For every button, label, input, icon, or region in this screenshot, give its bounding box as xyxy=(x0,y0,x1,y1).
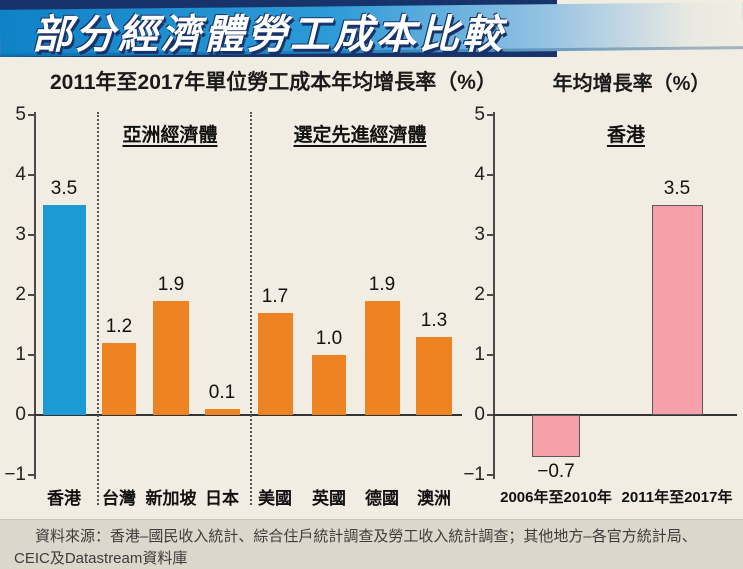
y-tick-mark xyxy=(487,294,493,296)
y-tick-mark xyxy=(28,114,34,116)
source-text: 資料來源：香港–國民收入統計、綜合住戶統計調查及勞工收入統計調查；其他地方–各官… xyxy=(14,528,697,567)
y-tick-mark xyxy=(487,114,493,116)
bar-德國 xyxy=(364,301,400,415)
x-axis-line xyxy=(493,414,737,416)
bar-日本 xyxy=(204,409,240,415)
y-tick-label: 4 xyxy=(15,164,26,185)
y-tick-mark xyxy=(28,174,34,176)
y-tick-label: 2 xyxy=(15,284,26,305)
bar-value-label: 3.5 xyxy=(663,178,691,199)
group-label: 亞洲經濟體 xyxy=(122,125,218,146)
bar-value-label: 1.7 xyxy=(261,286,289,307)
bar-value-label: 1.9 xyxy=(157,274,185,295)
y-axis-line xyxy=(493,112,495,479)
group-separator-line xyxy=(250,112,252,505)
chart-subtitle: 香港 xyxy=(606,125,645,146)
group-label: 選定先進經濟體 xyxy=(293,125,427,146)
category-label: 澳洲 xyxy=(417,489,451,508)
category-label: 2006年至2010年 xyxy=(500,489,612,506)
category-label: 美國 xyxy=(258,489,292,508)
bar-2006年至2010年 xyxy=(532,415,580,457)
bar-2011年至2017年 xyxy=(651,205,703,415)
bar-value-label: 1.2 xyxy=(105,316,133,337)
bar-value-label: 0.1 xyxy=(208,382,236,403)
y-tick-label: 3 xyxy=(15,224,26,245)
category-label: 德國 xyxy=(365,489,399,508)
banner: 部分經濟體勞工成本比較 xyxy=(0,0,743,60)
y-tick-label: 1 xyxy=(15,344,26,365)
y-tick-mark xyxy=(28,474,34,476)
y-axis-line xyxy=(34,112,36,479)
category-label: 日本 xyxy=(205,489,239,508)
y-tick-mark xyxy=(487,174,493,176)
left-chart-title: 2011年至2017年單位勞工成本年均增長率（%） xyxy=(50,71,497,94)
y-tick-mark xyxy=(28,294,34,296)
category-label: 新加坡 xyxy=(145,489,197,508)
bar-英國 xyxy=(312,355,346,415)
y-tick-label: 0 xyxy=(15,404,26,425)
y-tick-mark xyxy=(28,354,34,356)
right-chart-title: 年均增長率（%） xyxy=(552,73,711,95)
y-tick-mark xyxy=(487,354,493,356)
source-footer: 資料來源：香港–國民收入統計、綜合住戶統計調查及勞工收入統計調查；其他地方–各官… xyxy=(0,519,743,569)
y-tick-label: 2 xyxy=(474,284,485,305)
group-separator-line xyxy=(97,112,99,505)
y-tick-mark xyxy=(28,234,34,236)
y-tick-label: 5 xyxy=(15,104,26,125)
bar-value-label: 1.3 xyxy=(420,310,448,331)
bar-香港 xyxy=(42,205,86,415)
y-tick-label: 0 xyxy=(474,404,485,425)
y-tick-label: 1 xyxy=(474,344,485,365)
y-tick-label: −1 xyxy=(463,464,485,485)
y-tick-label: 5 xyxy=(474,104,485,125)
bar-value-label: 1.0 xyxy=(315,328,343,349)
page-title: 部分經濟體勞工成本比較 xyxy=(32,13,505,57)
y-tick-mark xyxy=(487,414,493,416)
category-label: 香港 xyxy=(47,489,81,508)
y-tick-label: −1 xyxy=(4,464,26,485)
y-tick-mark xyxy=(487,234,493,236)
bar-澳洲 xyxy=(416,337,452,415)
y-tick-label: 4 xyxy=(474,164,485,185)
category-label: 英國 xyxy=(312,489,346,508)
x-axis-line xyxy=(34,414,462,416)
y-tick-label: 3 xyxy=(474,224,485,245)
y-tick-mark xyxy=(487,474,493,476)
bar-台灣 xyxy=(102,343,136,415)
bar-新加坡 xyxy=(153,301,189,415)
bar-value-label: −0.7 xyxy=(537,461,575,482)
y-tick-mark xyxy=(28,414,34,416)
category-label: 台灣 xyxy=(102,489,136,508)
bar-美國 xyxy=(257,313,293,415)
category-label: 2011年至2017年 xyxy=(621,489,733,506)
bar-value-label: 1.9 xyxy=(368,274,396,295)
bar-value-label: 3.5 xyxy=(50,178,78,199)
